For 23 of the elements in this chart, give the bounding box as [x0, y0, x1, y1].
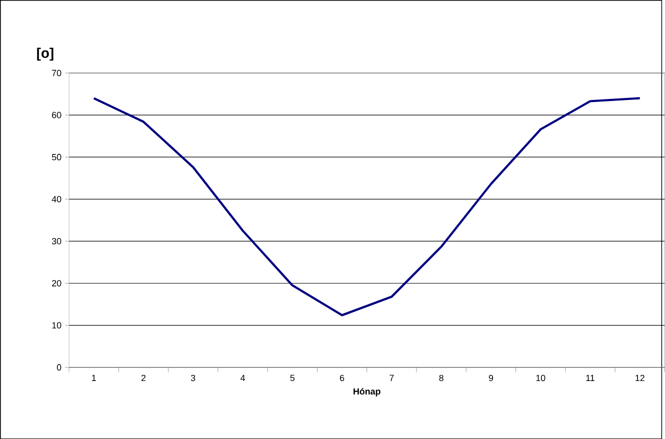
y-tick-label: 30 [52, 238, 62, 244]
x-tick-label: 10 [536, 374, 546, 381]
y-tick-label: 60 [52, 112, 62, 118]
x-tick-label: 4 [240, 374, 245, 381]
y-axis-title: [o] [37, 48, 54, 60]
line-series [92, 96, 641, 316]
x-tick-label: 2 [141, 374, 146, 381]
x-tick-label: 9 [488, 374, 494, 381]
x-tick-label: 1 [92, 374, 96, 381]
x-tick-label: 12 [636, 374, 644, 381]
y-tick-label: 50 [52, 154, 62, 160]
y-tick-label: 20 [52, 280, 62, 286]
y-tick-label: 10 [52, 322, 62, 328]
x-tick-label: 7 [390, 374, 394, 381]
y-tick-label: 70 [52, 70, 62, 76]
x-axis-title: Hónap [354, 388, 380, 396]
y-tick-label: 40 [52, 196, 62, 202]
y-tick-label: 0 [56, 364, 62, 370]
x-tick-label: 6 [340, 374, 344, 381]
x-tick-label: 11 [586, 374, 594, 381]
x-tick-label: 8 [439, 374, 444, 381]
x-tick-label: 5 [290, 374, 295, 381]
x-tick-label: 3 [190, 374, 196, 381]
